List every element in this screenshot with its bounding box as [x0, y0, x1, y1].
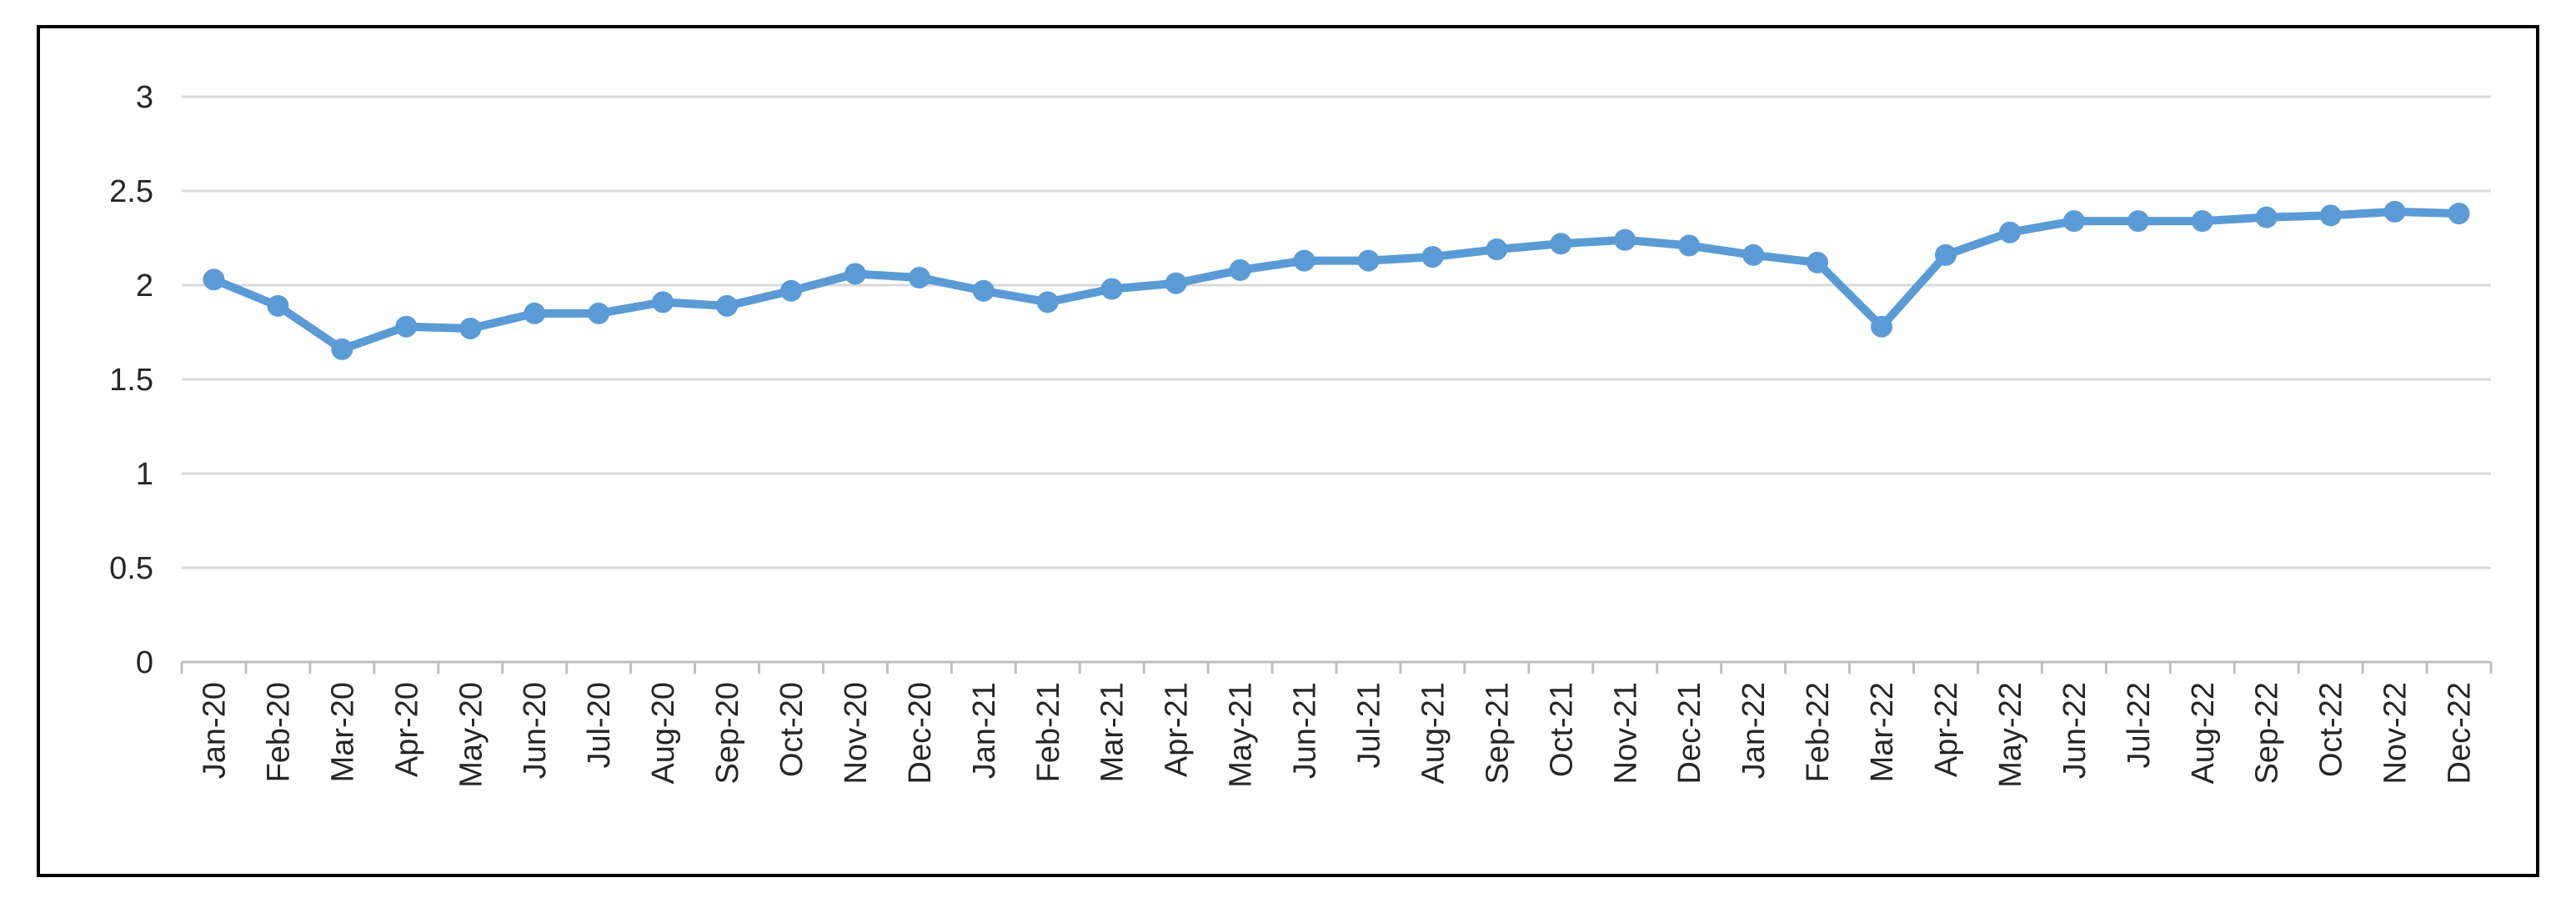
data-point [908, 266, 930, 288]
data-point [2383, 200, 2406, 223]
data-point [524, 302, 546, 324]
data-point [2319, 204, 2342, 227]
data-point [1678, 234, 1701, 257]
data-point [395, 315, 418, 338]
data-point [844, 263, 866, 285]
x-tick-label: Dec-22 [2443, 682, 2478, 785]
data-point [1421, 246, 1444, 268]
data-point [716, 294, 739, 317]
x-tick-label: Jul-21 [1351, 682, 1386, 769]
data-point [652, 291, 674, 314]
x-tick-label: Jan-20 [197, 682, 232, 779]
y-tick-label: 3 [136, 80, 153, 115]
x-tick-label: Oct-22 [2314, 682, 2349, 777]
x-tick-label: Aug-21 [1416, 682, 1451, 785]
data-point [459, 317, 482, 339]
data-point [1293, 249, 1316, 272]
x-tick-label: Nov-22 [2378, 682, 2413, 785]
data-point [588, 302, 610, 324]
x-tick-label: Jun-22 [2057, 682, 2092, 779]
data-point [1486, 238, 1508, 261]
x-tick-label: Dec-21 [1672, 682, 1707, 785]
data-point [1550, 233, 1572, 255]
series-line [209, 207, 2463, 354]
x-tick-label: Jun-21 [1288, 682, 1323, 779]
x-tick-label: Nov-21 [1608, 682, 1643, 785]
y-axis-tick-labels: 0 0.5 1 1.5 2 2.5 3 [109, 80, 153, 680]
x-tick-label: Aug-22 [2186, 682, 2221, 785]
x-tick-label: Jun-20 [518, 682, 553, 779]
data-point [331, 338, 353, 360]
data-point [2191, 210, 2213, 233]
data-point [1614, 228, 1636, 251]
x-tick-label: Mar-20 [325, 682, 360, 782]
x-axis-tick-labels: Jan-20 Feb-20 Mar-20 Apr-20 May-20 Jun-20 Jul-… [197, 682, 2477, 788]
x-axis [180, 660, 2493, 674]
data-point [1998, 221, 2021, 243]
x-tick-label: Sep-21 [1480, 682, 1515, 785]
data-point [1871, 315, 1893, 338]
y-tick-label: 1.5 [109, 363, 153, 398]
data-point [2255, 206, 2278, 228]
x-tick-label: Jul-20 [582, 682, 617, 769]
data-point [2127, 210, 2149, 233]
x-tick-label: Apr-22 [1929, 682, 1964, 777]
x-tick-label: Apr-20 [389, 682, 424, 777]
data-point [1100, 278, 1123, 300]
x-tick-label: Feb-22 [1801, 682, 1836, 782]
x-tick-label: Jan-22 [1737, 682, 1772, 779]
y-tick-label: 2.5 [109, 174, 153, 209]
x-tick-label: Sep-22 [2250, 682, 2285, 785]
x-tick-label: Apr-21 [1160, 682, 1195, 777]
x-tick-label: Oct-20 [774, 682, 809, 777]
data-point [1357, 249, 1380, 272]
x-tick-label: Jul-22 [2122, 682, 2157, 769]
x-tick-label: May-20 [454, 682, 489, 788]
x-tick-label: Sep-20 [710, 682, 745, 785]
data-point [1036, 291, 1059, 314]
x-tick-label: Mar-21 [1095, 682, 1130, 782]
data-point [2062, 210, 2085, 233]
x-tick-label: May-21 [1224, 682, 1259, 788]
x-tick-label: May-22 [1993, 682, 2028, 788]
y-tick-label: 0.5 [109, 551, 153, 586]
x-tick-label: Dec-20 [903, 682, 938, 785]
x-tick-label: Feb-21 [1031, 682, 1066, 782]
data-point [1165, 272, 1187, 294]
data-point [779, 279, 802, 302]
data-point [1934, 243, 1957, 266]
x-tick-label: Mar-22 [1865, 682, 1900, 782]
chart-frame: 0 0.5 1 1.5 2 2.5 3 Jan-20 Feb-20 Mar-20 Apr-20 Ma… [37, 25, 2539, 877]
data-point [203, 268, 225, 291]
line-chart: 0 0.5 1 1.5 2 2.5 3 Jan-20 Feb-20 Mar-20 Apr-20 Ma… [109, 80, 2493, 788]
y-tick-label: 1 [136, 457, 153, 492]
data-point [1229, 258, 1251, 281]
x-tick-label: Oct-21 [1544, 682, 1579, 777]
data-point [972, 279, 995, 302]
data-markers [203, 200, 2470, 360]
gridlines [182, 95, 2491, 569]
y-tick-label: 0 [136, 645, 153, 680]
data-point [1807, 251, 1829, 273]
x-tick-label: Jan-21 [967, 682, 1002, 779]
data-point [267, 294, 289, 317]
data-point [2448, 203, 2470, 225]
series [209, 207, 2463, 354]
x-tick-label: Aug-20 [646, 682, 681, 785]
x-tick-label: Nov-20 [839, 682, 874, 785]
y-tick-label: 2 [136, 268, 153, 304]
x-tick-label: Feb-20 [261, 682, 296, 782]
data-point [1742, 243, 1765, 266]
